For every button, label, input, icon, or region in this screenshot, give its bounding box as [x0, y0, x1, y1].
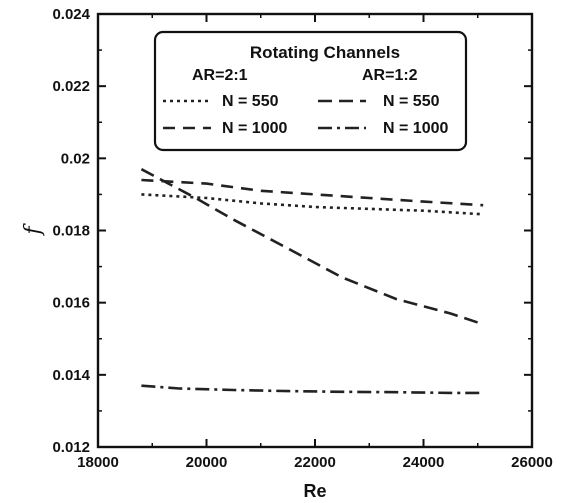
x-tick-label: 22000	[294, 454, 336, 471]
legend: Rotating Channels AR=2:1 AR=1:2 N = 550 N…	[153, 30, 468, 152]
legend-group-label-ar-2-1: AR=2:1	[192, 67, 248, 84]
x-tick-label: 18000	[77, 454, 119, 471]
y-axis-label: f	[21, 223, 46, 237]
y-tick-label: 0.016	[52, 295, 90, 312]
y-tick-label: 0.024	[52, 6, 90, 23]
y-tick-label: 0.018	[52, 223, 90, 240]
y-tick-label: 0.012	[52, 439, 90, 456]
x-tick-label: 26000	[511, 454, 553, 471]
series-line-2-1-550	[141, 193, 484, 216]
series-line-2-1-1000	[141, 178, 484, 207]
legend-box	[153, 30, 468, 152]
x-axis-label: Re	[303, 481, 326, 501]
legend-title: Rotating Channels	[250, 43, 400, 62]
legend-entry-label: N = 550	[222, 93, 279, 110]
y-tick-label: 0.02	[61, 150, 90, 167]
series-line-1-2-1000	[141, 384, 484, 395]
legend-group-label-ar-1-2: AR=1:2	[362, 67, 418, 84]
series-line-1-2-550	[140, 168, 484, 326]
legend-entry-label: N = 1000	[222, 120, 287, 137]
y-tick-label: 0.022	[52, 78, 90, 95]
legend-entry-label: N = 1000	[383, 120, 448, 137]
x-tick-label: 24000	[403, 454, 445, 471]
legend-entry-label: N = 550	[383, 93, 440, 110]
y-tick-label: 0.014	[52, 367, 90, 384]
x-tick-label: 20000	[186, 454, 228, 471]
